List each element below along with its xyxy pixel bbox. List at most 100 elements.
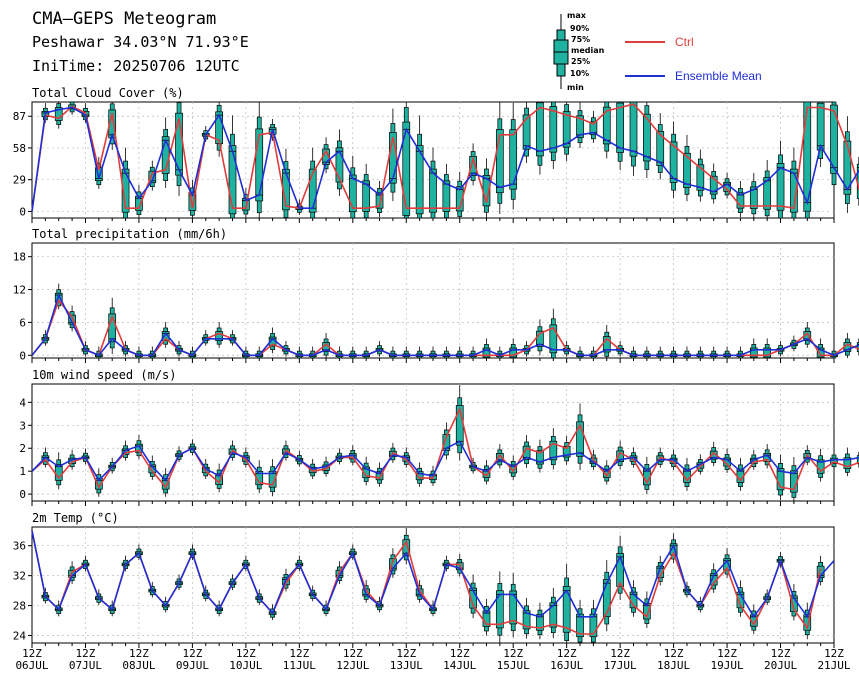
legend-mean-label: Ensemble Mean xyxy=(675,69,762,83)
x-hour-label: 12Z xyxy=(343,647,363,660)
box-inner xyxy=(629,101,638,157)
box-inner xyxy=(348,174,357,213)
legend-ctrl-label: Ctrl xyxy=(675,35,694,49)
box-inner xyxy=(108,109,117,139)
box-inner xyxy=(669,141,678,183)
box-inner xyxy=(429,168,437,213)
box-inner xyxy=(616,553,624,587)
x-day-label: 17JUL xyxy=(604,659,637,672)
box-inner xyxy=(656,131,665,166)
box-inner xyxy=(616,102,624,153)
y-tick-label: 2 xyxy=(19,442,26,455)
box-inner xyxy=(148,464,157,474)
x-hour-label: 12Z xyxy=(396,647,416,660)
y-tick-label: 18 xyxy=(13,251,26,264)
box-inner xyxy=(536,450,544,465)
location-label: Peshawar 34.03°N 71.93°E xyxy=(32,33,249,51)
box-inner xyxy=(709,175,718,195)
box-inner xyxy=(121,168,130,213)
box-inner xyxy=(255,128,264,202)
panel-1: Total Cloud Cover (%) 0 29 58 87 xyxy=(13,86,859,223)
x-day-label: 19JUL xyxy=(711,659,744,672)
y-tick-label: 0 xyxy=(19,488,26,501)
box-inner xyxy=(335,147,344,183)
x-day-label: 13JUL xyxy=(390,659,423,672)
init-time-label: IniTime: 20250706 12UTC xyxy=(32,57,240,75)
box-inner xyxy=(522,114,531,150)
box-inner xyxy=(509,129,518,190)
legend-quantile-label: 25% xyxy=(571,57,590,66)
y-tick-label: 0 xyxy=(19,349,26,362)
legend-quantile-label: 90% xyxy=(570,24,589,33)
box-inner xyxy=(469,587,477,609)
legend-quantile-label: max xyxy=(567,11,587,20)
ctrl-line xyxy=(31,298,859,357)
box-inner xyxy=(509,590,518,625)
y-tick-label: 32 xyxy=(13,570,26,583)
box-inner xyxy=(562,586,571,633)
x-day-label: 15JUL xyxy=(497,659,530,672)
box-inner xyxy=(549,440,558,461)
box-inner xyxy=(683,152,691,188)
y-tick-label: 87 xyxy=(13,110,26,123)
x-hour-label: 12Z xyxy=(129,647,149,660)
box-inner xyxy=(362,180,371,212)
box-inner xyxy=(442,180,451,212)
box-inner xyxy=(816,347,825,358)
box-inner xyxy=(549,324,558,354)
x-hour-label: 12Z xyxy=(557,647,577,660)
y-tick-label: 58 xyxy=(13,142,26,155)
box-inner xyxy=(696,164,705,191)
box-inner xyxy=(228,145,237,215)
panel-frame xyxy=(31,242,835,359)
box-inner xyxy=(830,104,838,174)
box-inner xyxy=(589,613,598,638)
ensemble-mean-line xyxy=(31,440,859,482)
x-day-label: 06JUL xyxy=(15,659,48,672)
ensemble-mean-line xyxy=(31,106,859,212)
box-inner xyxy=(790,168,798,213)
x-hour-label: 12Z xyxy=(450,647,470,660)
x-hour-label: 12Z xyxy=(717,647,737,660)
y-tick-label: 6 xyxy=(19,316,26,329)
x-day-label: 16JUL xyxy=(550,659,583,672)
box-inner xyxy=(215,331,223,341)
box-inner xyxy=(536,614,544,631)
y-tick-label: 36 xyxy=(13,540,26,553)
panel-4: 2m Temp (°C) 24 28 32 36 xyxy=(13,511,835,648)
legend-quantile-label: median xyxy=(571,46,605,55)
x-hour-label: 12Z xyxy=(771,647,791,660)
box-inner xyxy=(576,613,584,638)
box-inner xyxy=(803,101,812,212)
box-inner xyxy=(415,471,424,481)
box-inner xyxy=(495,453,504,462)
box-inner xyxy=(763,177,772,210)
ctrl-line xyxy=(31,530,822,635)
box-inner xyxy=(375,471,384,481)
x-axis: 12Z06JUL12Z07JUL12Z08JUL12Z09JUL12Z10JUL… xyxy=(15,647,850,672)
x-hour-label: 12Z xyxy=(182,647,202,660)
y-tick-label: 28 xyxy=(13,600,26,613)
legend-quantile-label: 75% xyxy=(571,35,590,44)
box-inner xyxy=(602,106,611,145)
box-inner xyxy=(161,331,170,341)
y-tick-label: 12 xyxy=(13,284,26,297)
box-inner xyxy=(495,590,504,629)
box-inner xyxy=(616,450,624,462)
x-day-label: 18JUL xyxy=(657,659,690,672)
x-day-label: 11JUL xyxy=(283,659,316,672)
x-day-label: 20JUL xyxy=(764,659,797,672)
box-inner xyxy=(602,469,611,478)
box-inner xyxy=(415,145,424,215)
box-inner xyxy=(308,168,317,213)
x-hour-label: 12Z xyxy=(824,647,844,660)
box-inner xyxy=(776,163,785,211)
box-inner xyxy=(576,421,584,457)
x-day-label: 07JUL xyxy=(69,659,102,672)
y-tick-label: 4 xyxy=(19,396,26,409)
box-inner xyxy=(509,347,518,358)
x-hour-label: 12Z xyxy=(503,647,523,660)
panel-2: Total precipitation (mm/6h) 0 6 12 18 xyxy=(13,227,859,363)
legend-quantile-label: 10% xyxy=(570,69,589,78)
panel-title: Total Cloud Cover (%) xyxy=(32,86,184,100)
